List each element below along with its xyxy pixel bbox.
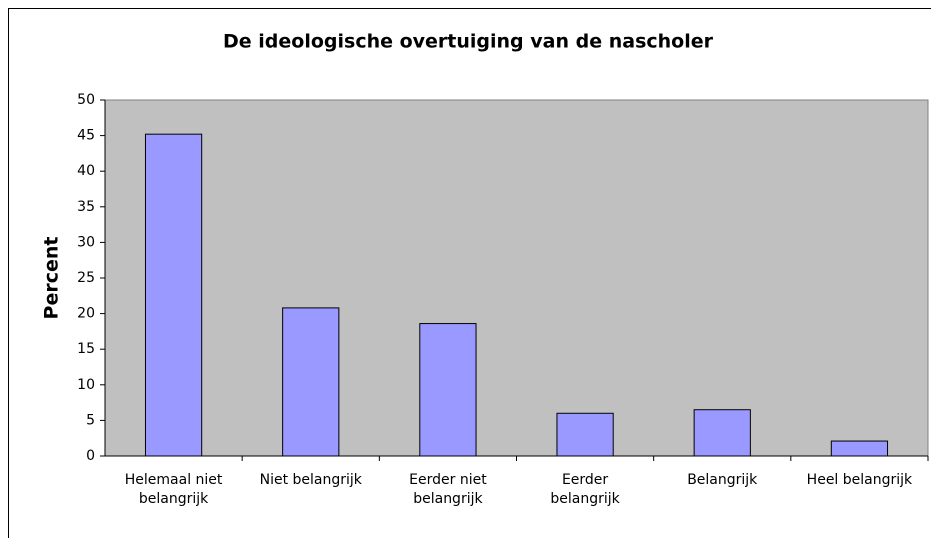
x-tick-label: Helemaal niet belangrijk xyxy=(125,472,223,507)
y-tick-label: 20 xyxy=(77,306,95,322)
x-tick-label: Eerder niet belangrijk xyxy=(409,472,487,507)
y-tick-label: 45 xyxy=(77,128,95,144)
y-tick-label: 10 xyxy=(77,377,95,393)
bar xyxy=(282,307,340,457)
y-tick-label: 40 xyxy=(77,163,95,179)
y-axis-label: Percent xyxy=(41,237,63,320)
y-tick-label: 50 xyxy=(77,92,95,108)
y-tick-label: 35 xyxy=(77,199,95,215)
x-tick-label: Eerder belangrijk xyxy=(550,472,620,507)
bar xyxy=(830,440,889,457)
bar xyxy=(144,133,203,457)
chart-title: De ideologische overtuiging van de nasch… xyxy=(223,31,714,53)
y-tick-label: 5 xyxy=(86,412,95,428)
bar xyxy=(419,323,477,457)
bar xyxy=(556,412,614,457)
y-tick-label: 25 xyxy=(77,270,95,286)
y-tick-label: 15 xyxy=(77,341,95,357)
y-tick-label: 0 xyxy=(86,448,95,464)
y-tick-label: 30 xyxy=(77,234,95,250)
x-tick-label: Niet belangrijk xyxy=(260,472,363,488)
x-tick-label: Belangrijk xyxy=(687,472,758,488)
x-tick-label: Heel belangrijk xyxy=(807,472,913,488)
plot-area xyxy=(104,99,929,457)
bar xyxy=(693,409,751,457)
